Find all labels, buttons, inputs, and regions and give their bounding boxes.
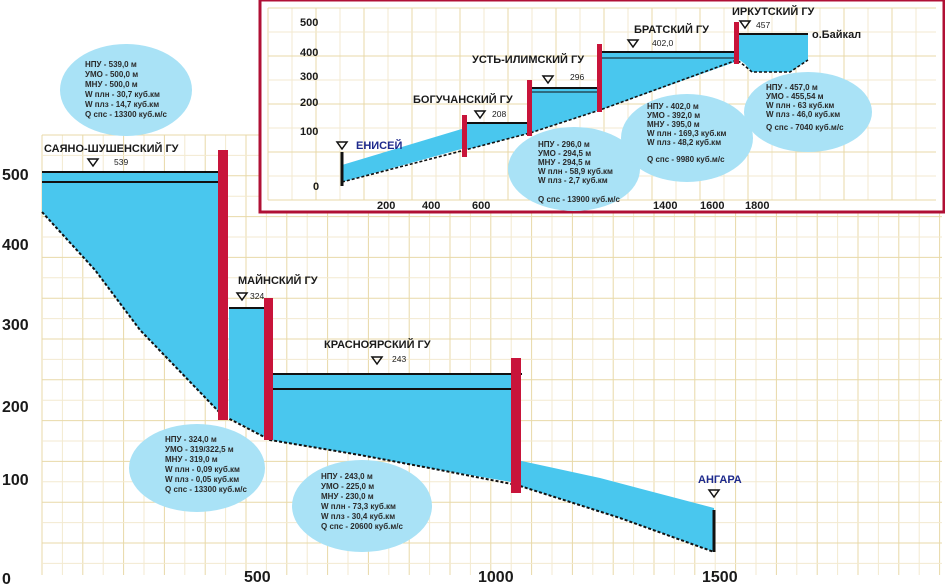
level-value-bratsk: 402,0: [652, 38, 674, 48]
x-tick-label: 500: [244, 569, 271, 586]
level-marker-icon: [86, 158, 100, 168]
x-tick-label: 1600: [700, 200, 724, 212]
x-tick-label: 400: [422, 200, 440, 212]
level-marker-icon: [541, 75, 555, 85]
main-profile: САЯНО-ШУШЕНСКИЙ ГУ 539 МАЙНСКИЙ ГУ 324 К…: [2, 142, 742, 587]
dam-boguchany: [462, 115, 467, 157]
x-tick-label: 1400: [653, 200, 677, 212]
x-tick-label: 1500: [702, 569, 738, 586]
reservoir-krasnoyarsk: [270, 374, 517, 483]
y-tick-label: 300: [300, 71, 318, 83]
level-marker-icon: [335, 141, 349, 151]
y-tick-label: 400: [300, 47, 318, 59]
y-tick-label: 500: [300, 17, 318, 29]
y-tick-label: 100: [2, 472, 29, 489]
level-value-sayano: 539: [114, 157, 128, 167]
reservoir-mainsky: [229, 308, 270, 440]
y-tick-label: 300: [2, 317, 29, 334]
reservoir-ust-ilimsk: [530, 88, 600, 133]
main-y-axis: 0 100 200 300 400 500: [2, 167, 29, 587]
station-name-mainsky: МАЙНСКИЙ ГУ: [238, 274, 318, 287]
y-tick-label: 100: [300, 126, 318, 138]
level-value-ust-ilimsk: 296: [570, 72, 584, 82]
level-value-irkutsk: 457: [756, 20, 770, 30]
y-tick-label: 0: [2, 571, 11, 587]
main-x-axis: 500 1000 1500: [244, 569, 738, 586]
inset-y-axis: 0 100 200 300 400 500: [300, 17, 319, 193]
dam-mainsky: [264, 298, 273, 440]
station-name-boguchany: БОГУЧАНСКИЙ ГУ: [413, 93, 513, 106]
level-value-mainsky: 324: [250, 291, 264, 301]
inset-x-axis: 200 400 600 1400 1600 1800: [377, 200, 769, 212]
reservoir-boguchany: [465, 123, 530, 150]
crest-band-sayano: [42, 172, 222, 182]
info-bubble-mainsky: НПУ - 324,0 м УМО - 319/322,5 м МНУ - 319,…: [129, 424, 265, 512]
level-marker-icon: [738, 20, 752, 30]
dam-krasnoyarsk: [511, 358, 521, 493]
inset-angara-cascade: ЕНИСЕЙ БОГУЧАНСКИЙ ГУ 208 УСТЬ-ИЛИМСКИЙ …: [258, 0, 945, 214]
y-tick-label: 200: [300, 97, 318, 109]
reservoir-bratsk: [600, 52, 735, 110]
dam-sayano: [218, 150, 228, 420]
dam-irkutsk: [734, 22, 739, 64]
station-name-ust-ilimsk: УСТЬ-ИЛИМСКИЙ ГУ: [472, 53, 584, 66]
level-value-krasnoyarsk: 243: [392, 354, 406, 364]
level-marker-icon: [473, 110, 487, 120]
reservoir-irkutsk-baikal: [737, 34, 808, 72]
y-tick-label: 500: [2, 167, 29, 184]
level-marker-icon: [370, 356, 384, 366]
station-name-irkutsk: ИРКУТСКИЙ ГУ: [732, 5, 815, 18]
level-marker-icon: [707, 489, 721, 499]
level-value-boguchany: 208: [492, 109, 506, 119]
y-tick-label: 200: [2, 399, 29, 416]
y-tick-label: 400: [2, 237, 29, 254]
station-name-bratsk: БРАТСКИЙ ГУ: [634, 23, 709, 36]
station-name-krasnoyarsk: КРАСНОЯРСКИЙ ГУ: [324, 338, 431, 351]
x-tick-label: 1800: [745, 200, 769, 212]
river-label-yenisei: ЕНИСЕЙ: [356, 139, 402, 152]
x-tick-label: 600: [472, 200, 490, 212]
river-yenisei-inset: [342, 128, 465, 182]
dam-ust-ilimsk: [527, 80, 532, 136]
x-tick-label: 200: [377, 200, 395, 212]
lake-label-baikal: о.Байкал: [812, 29, 861, 41]
level-marker-icon: [235, 292, 249, 302]
river-downstream: [517, 460, 714, 552]
river-label-angara: АНГАРА: [698, 474, 742, 486]
level-marker-icon: [626, 39, 640, 49]
x-tick-label: 1000: [478, 569, 514, 586]
station-name-sayano: САЯНО-ШУШЕНСКИЙ ГУ: [44, 142, 179, 155]
y-tick-label: 0: [313, 181, 319, 193]
reservoir-sayano: [42, 172, 222, 415]
dam-bratsk: [597, 44, 602, 112]
riverbed-line: [41, 211, 715, 553]
